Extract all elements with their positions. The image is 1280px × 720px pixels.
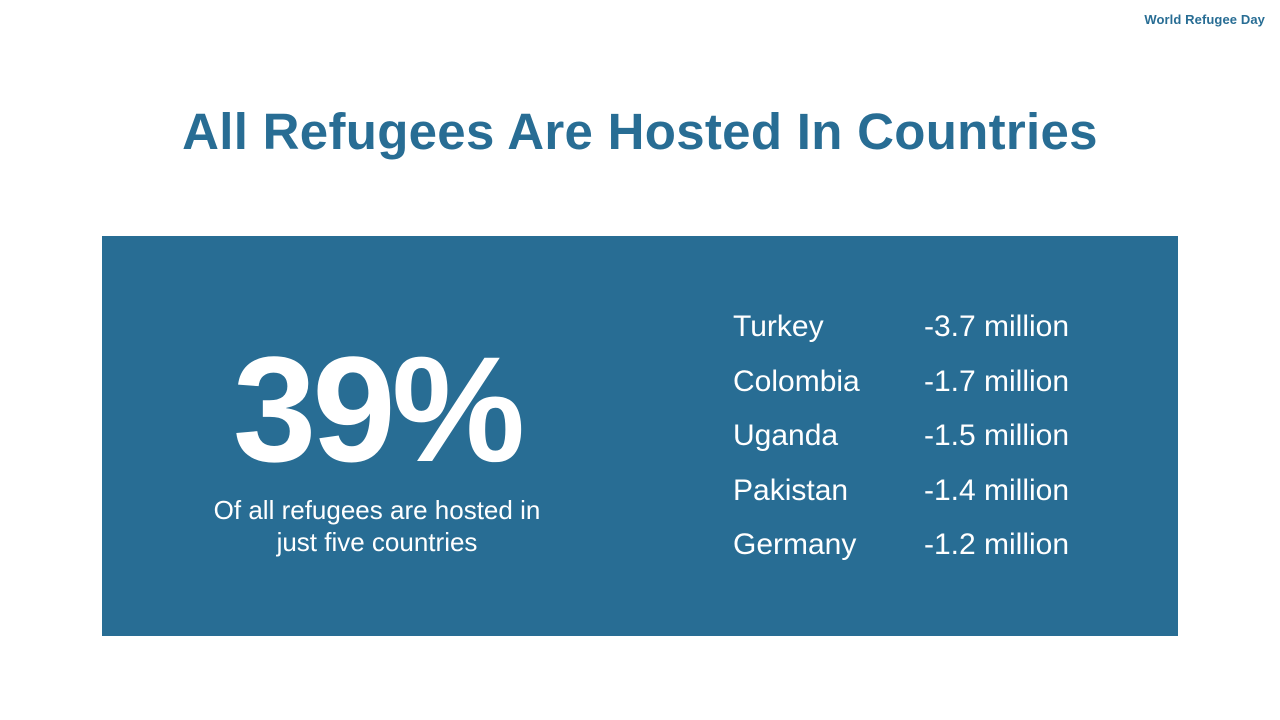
country-value: -1.5 million (924, 419, 1070, 452)
country-name: Colombia (733, 364, 860, 398)
country-value: -3.7 million (924, 310, 1070, 343)
country-row-uganda: Uganda -1.5 million (733, 416, 1069, 471)
country-name: Germany (733, 528, 857, 561)
brand-label: World Refugee Day (1144, 12, 1265, 27)
big-percentage: 39% (232, 325, 525, 493)
stats-panel: 39% Of all refugees are hosted in just f… (102, 236, 1178, 636)
slide-title: All Refugees Are Hosted In Countries (182, 103, 1098, 160)
country-name: Turkey (733, 310, 824, 343)
country-row-colombia: Colombia -1.7 million (733, 362, 1069, 417)
stat-caption-line-2: just five countries (276, 527, 478, 557)
country-name: Uganda (733, 419, 839, 452)
stat-caption-line-1: Of all refugees are hosted in (213, 495, 541, 525)
country-name: Pakistan (733, 473, 849, 507)
country-value: -1.2 million (924, 528, 1070, 561)
country-value: -1.4 million (924, 473, 1070, 507)
country-row-germany: Germany -1.2 million (733, 525, 1069, 580)
country-value: -1.7 million (924, 364, 1070, 398)
country-list: Turkey -3.7 million Colombia -1.7 millio… (733, 307, 1069, 580)
stat-caption: Of all refugees are hosted in just five … (177, 494, 577, 558)
country-row-pakistan: Pakistan -1.4 million (733, 471, 1069, 526)
country-row-turkey: Turkey -3.7 million (733, 307, 1069, 362)
